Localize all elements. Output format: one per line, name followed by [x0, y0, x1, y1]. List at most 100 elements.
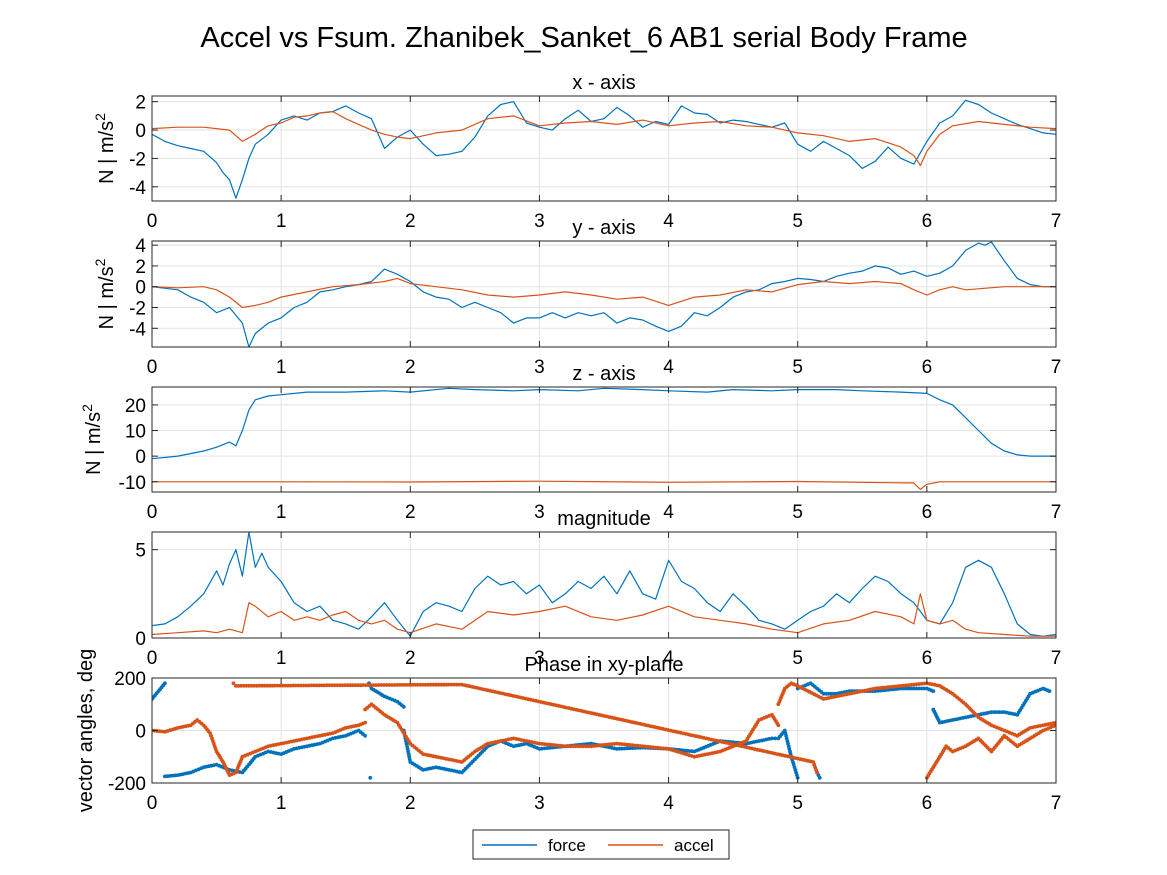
series-point-accel	[239, 683, 244, 688]
series-point-accel	[428, 682, 433, 687]
subplot-title: z - axis	[572, 363, 635, 385]
x-tick-label: 2	[405, 793, 416, 814]
series-point-accel	[278, 683, 282, 688]
x-tick-label: 7	[1051, 502, 1062, 523]
series-point-accel	[275, 683, 280, 688]
x-tick-label: 2	[405, 357, 416, 378]
y-tick-label: 20	[125, 396, 146, 417]
figure-title: Accel vs Fsum. Zhanibek_Sanket_6 AB1 ser…	[200, 22, 967, 54]
series-point-accel	[356, 683, 360, 688]
series-point-force	[770, 736, 774, 741]
series-point-force	[847, 689, 852, 693]
series-point-accel	[247, 683, 251, 688]
series-point-force	[917, 686, 921, 691]
series-point-accel	[325, 683, 329, 688]
x-tick-label: 0	[147, 357, 158, 378]
series-point-accel	[573, 744, 578, 749]
series-point-force	[1047, 689, 1052, 693]
x-tick-label: 7	[1051, 357, 1062, 378]
series-point-force	[773, 736, 777, 741]
series-point-force	[994, 710, 999, 714]
series-point-accel	[369, 683, 373, 687]
series-point-accel	[330, 683, 334, 688]
series-point-accel	[273, 683, 277, 688]
series-point-force	[832, 691, 836, 696]
series-point-accel	[231, 681, 236, 686]
series-point-force	[997, 710, 1002, 714]
series-point-force	[401, 705, 406, 709]
series-point-force	[931, 689, 936, 693]
series-point-accel	[301, 683, 306, 688]
series-point-accel	[343, 683, 347, 688]
series-line-accel	[152, 111, 1056, 167]
axes-box	[151, 386, 1057, 493]
series-point-accel	[317, 683, 321, 688]
series-point-accel	[431, 682, 436, 687]
series-point-accel	[436, 682, 441, 687]
axes-box	[151, 531, 1057, 639]
y-axis-label: vector angles, deg	[75, 649, 97, 812]
series-point-accel	[267, 683, 272, 688]
series-point-accel	[348, 683, 353, 688]
y-tick-label: -2	[129, 299, 146, 320]
series-point-accel	[304, 683, 308, 688]
series-point-accel	[405, 683, 410, 687]
series-point-accel	[457, 682, 462, 687]
x-tick-label: 1	[276, 357, 287, 378]
x-tick-label: 4	[663, 648, 674, 669]
series-point-accel	[571, 744, 575, 749]
series-point-force	[922, 686, 927, 691]
subplot-title: y - axis	[572, 217, 635, 239]
subplot-4: 0 1 2 3 4 5 6 7 0 5 magnitude	[135, 508, 1061, 669]
x-tick-label: 7	[1051, 793, 1062, 814]
series-point-accel	[581, 744, 586, 749]
series-point-accel	[283, 683, 288, 688]
series-point-accel	[319, 683, 324, 688]
series-point-accel	[353, 683, 358, 688]
series-line-force	[152, 387, 1056, 460]
axes-box	[151, 240, 1057, 348]
series-point-accel	[366, 683, 371, 687]
y-tick-label: 2	[135, 257, 146, 278]
series-point-force	[989, 710, 994, 714]
y-axis-label: N | m/s2	[92, 258, 118, 329]
series-point-accel	[296, 683, 301, 688]
series-point-force	[363, 733, 367, 738]
series-point-accel	[400, 683, 405, 687]
legend-label-accel: accel	[674, 836, 714, 855]
series-point-force	[829, 691, 834, 696]
series-line-force	[152, 241, 1056, 347]
y-tick-label: 2	[135, 93, 146, 114]
x-tick-label: 0	[147, 211, 158, 232]
x-tick-label: 3	[534, 211, 545, 232]
subplot-title: x - axis	[572, 72, 635, 94]
data-layer	[152, 681, 1056, 780]
series-point-accel	[410, 682, 415, 687]
y-tick-label: -200	[108, 774, 146, 795]
series-point-accel	[312, 683, 316, 688]
series-point-force	[919, 686, 924, 691]
plot-area	[152, 532, 1056, 638]
x-tick-label: 6	[922, 648, 933, 669]
series-point-accel	[265, 683, 269, 688]
legend: force accel	[472, 829, 730, 860]
x-tick-label: 6	[922, 502, 933, 523]
series-point-accel	[584, 744, 588, 749]
data-layer	[152, 241, 1056, 347]
x-tick-label: 5	[792, 211, 803, 232]
x-tick-label: 4	[663, 211, 674, 232]
series-point-accel	[421, 682, 425, 687]
series-point-accel	[332, 683, 337, 688]
subplot-title: Phase in xy-plane	[525, 654, 684, 676]
y-tick-label: 0	[135, 629, 146, 650]
series-line-force	[152, 99, 1056, 199]
series-point-accel	[395, 683, 399, 687]
series-point-accel	[350, 683, 355, 688]
series-point-accel	[576, 744, 581, 749]
axes-box	[151, 95, 1057, 202]
series-point-accel	[434, 682, 438, 687]
